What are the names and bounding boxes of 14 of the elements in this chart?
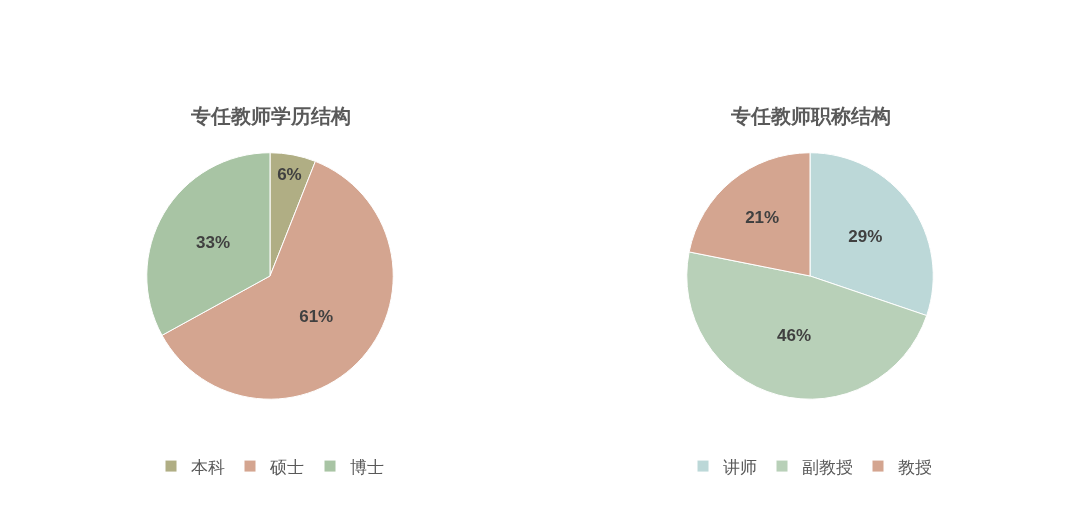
data-label: 21% xyxy=(745,208,780,228)
chart-title: 专任教师学历结构 xyxy=(190,105,351,127)
data-label: 33% xyxy=(195,232,231,252)
data-label: 6% xyxy=(277,164,302,184)
legend-label: 硕士 xyxy=(269,457,304,477)
data-label: 61% xyxy=(299,307,334,327)
chart-title: 专任教师职称结构 xyxy=(730,105,891,127)
data-label: 29% xyxy=(848,226,883,246)
legend-label: 博士 xyxy=(350,457,384,477)
legend-label: 副教授 xyxy=(802,457,853,477)
legend-label: 本科 xyxy=(191,457,225,477)
legend-label: 教授 xyxy=(898,457,932,477)
data-label: 46% xyxy=(777,326,812,346)
legend-label: 讲师 xyxy=(723,457,757,477)
